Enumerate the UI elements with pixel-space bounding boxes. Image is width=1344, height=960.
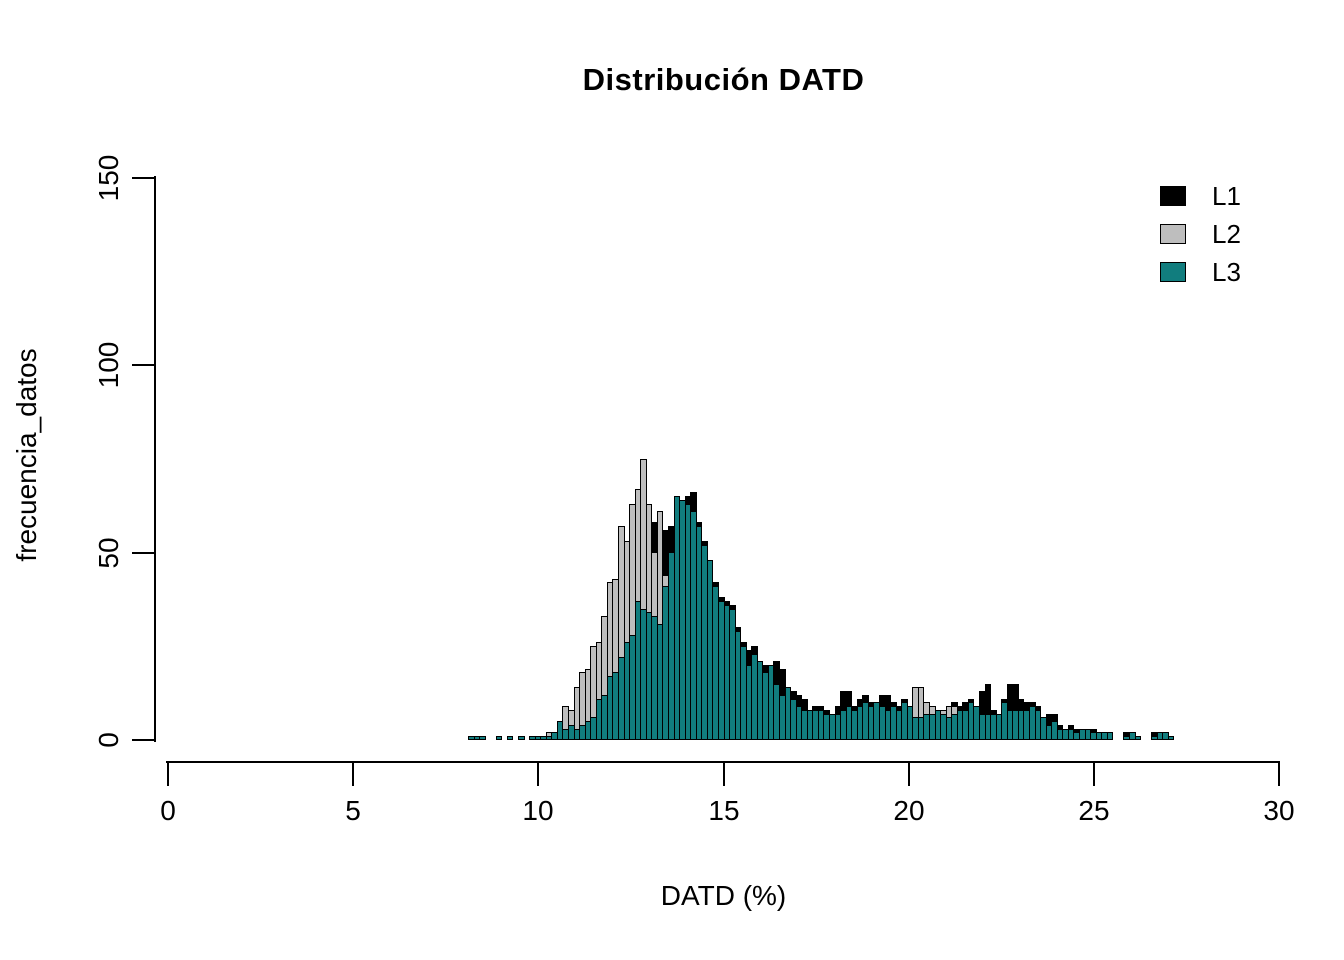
x-tick [537,763,539,786]
y-axis-line [154,176,156,742]
legend-swatch-l3 [1160,262,1186,282]
y-tick-label: 100 [93,341,124,389]
legend-label-l1: L1 [1212,181,1241,211]
legend-row-l1: L1 [1160,183,1241,209]
y-tick-label: 50 [93,537,124,569]
x-tick [167,763,169,786]
histogram-bar-l3 [1168,736,1174,740]
x-tick-label: 25 [1078,795,1110,826]
x-tick [723,763,725,786]
y-tick [132,739,154,741]
histogram-bar-l3 [479,736,486,740]
x-tick [352,763,354,786]
y-tick-label: 150 [93,154,124,202]
x-tick-label: 20 [893,795,925,826]
chart-title: Distribución DATD [582,62,865,97]
x-tick [1093,763,1095,786]
histogram-bar-l3 [507,736,513,740]
histogram-bar-l3 [1107,732,1113,740]
legend: L1 L2 L3 [1160,183,1241,297]
x-tick-label: 5 [345,795,361,826]
y-tick [132,364,154,366]
legend-swatch-l1 [1160,186,1186,206]
x-tick-label: 0 [160,795,176,826]
x-tick-label: 30 [1263,795,1295,826]
legend-row-l2: L2 [1160,221,1241,247]
x-axis-line [166,761,1280,763]
legend-label-l2: L2 [1212,219,1241,249]
legend-row-l3: L3 [1160,259,1241,285]
histogram-bar-l3 [1135,736,1141,740]
x-tick-label: 10 [522,795,554,826]
legend-swatch-l2 [1160,224,1186,244]
y-tick [132,552,154,554]
histogram-bar-l3 [496,736,502,740]
histogram-bar-l3 [518,736,525,740]
x-tick-label: 15 [708,795,740,826]
x-tick [908,763,910,786]
legend-label-l3: L3 [1212,257,1241,287]
y-tick-label: 0 [93,732,124,748]
x-tick [1278,763,1280,786]
x-axis-title: DATD (%) [660,880,787,911]
y-tick [132,177,154,179]
